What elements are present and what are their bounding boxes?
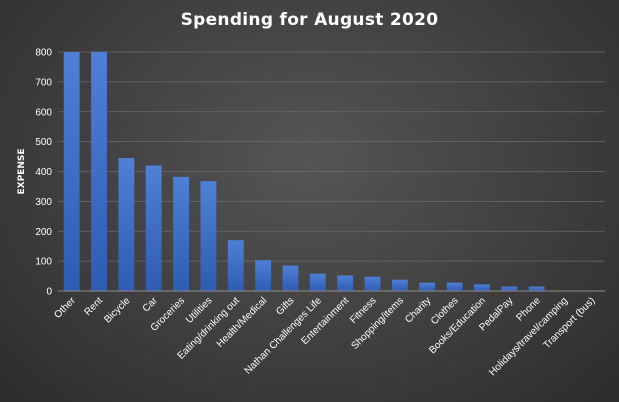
bar [145,165,162,291]
x-tick-label: Other [52,295,78,321]
x-tick-label: Rent [82,295,105,318]
y-tick-label: 200 [35,227,52,238]
bar [337,275,354,291]
bar [501,286,518,291]
bar [173,176,190,291]
y-tick-label: 800 [35,48,52,59]
y-tick-labels: 0 100 200 300 400 500 600 700 800 [35,48,52,298]
y-axis-label: EXPENSE [17,149,27,195]
x-tick-label: Charity [403,295,433,325]
y-tick-label: 100 [35,257,52,268]
bar [200,181,217,291]
y-tick-label: 300 [35,197,52,208]
y-tick-label: 600 [35,107,52,118]
y-tick-label: 700 [35,77,52,88]
x-tick-label: Transport (bus) [542,295,598,351]
x-tick-label: Bicycle [102,295,132,325]
bars [63,52,545,291]
x-tick-label: Gifts [274,295,296,317]
bar [63,52,80,291]
bar [255,260,272,291]
bar [227,240,244,291]
chart-title: Spending for August 2020 [180,10,439,30]
bar [118,158,135,291]
bar [91,52,107,291]
bar [391,279,408,291]
bar [473,284,490,291]
bar [309,273,326,291]
bar [364,276,381,291]
y-tick-label: 0 [46,287,52,298]
y-tick-label: 500 [35,137,52,148]
bar [446,282,463,291]
x-tick-label: Health/Medical [215,295,270,350]
y-tick-label: 400 [35,167,52,178]
gridlines [58,51,605,262]
bar [419,282,436,291]
bar [528,286,545,291]
bar [282,265,299,291]
x-tick-label: Car [141,295,161,315]
